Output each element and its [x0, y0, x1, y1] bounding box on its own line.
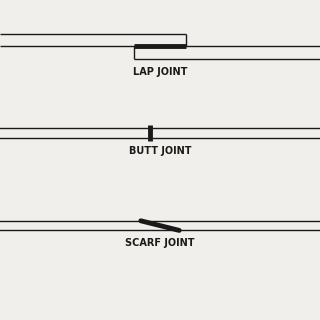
Text: LAP JOINT: LAP JOINT	[133, 67, 187, 77]
Text: BUTT JOINT: BUTT JOINT	[129, 146, 191, 156]
Text: SCARF JOINT: SCARF JOINT	[125, 238, 195, 248]
